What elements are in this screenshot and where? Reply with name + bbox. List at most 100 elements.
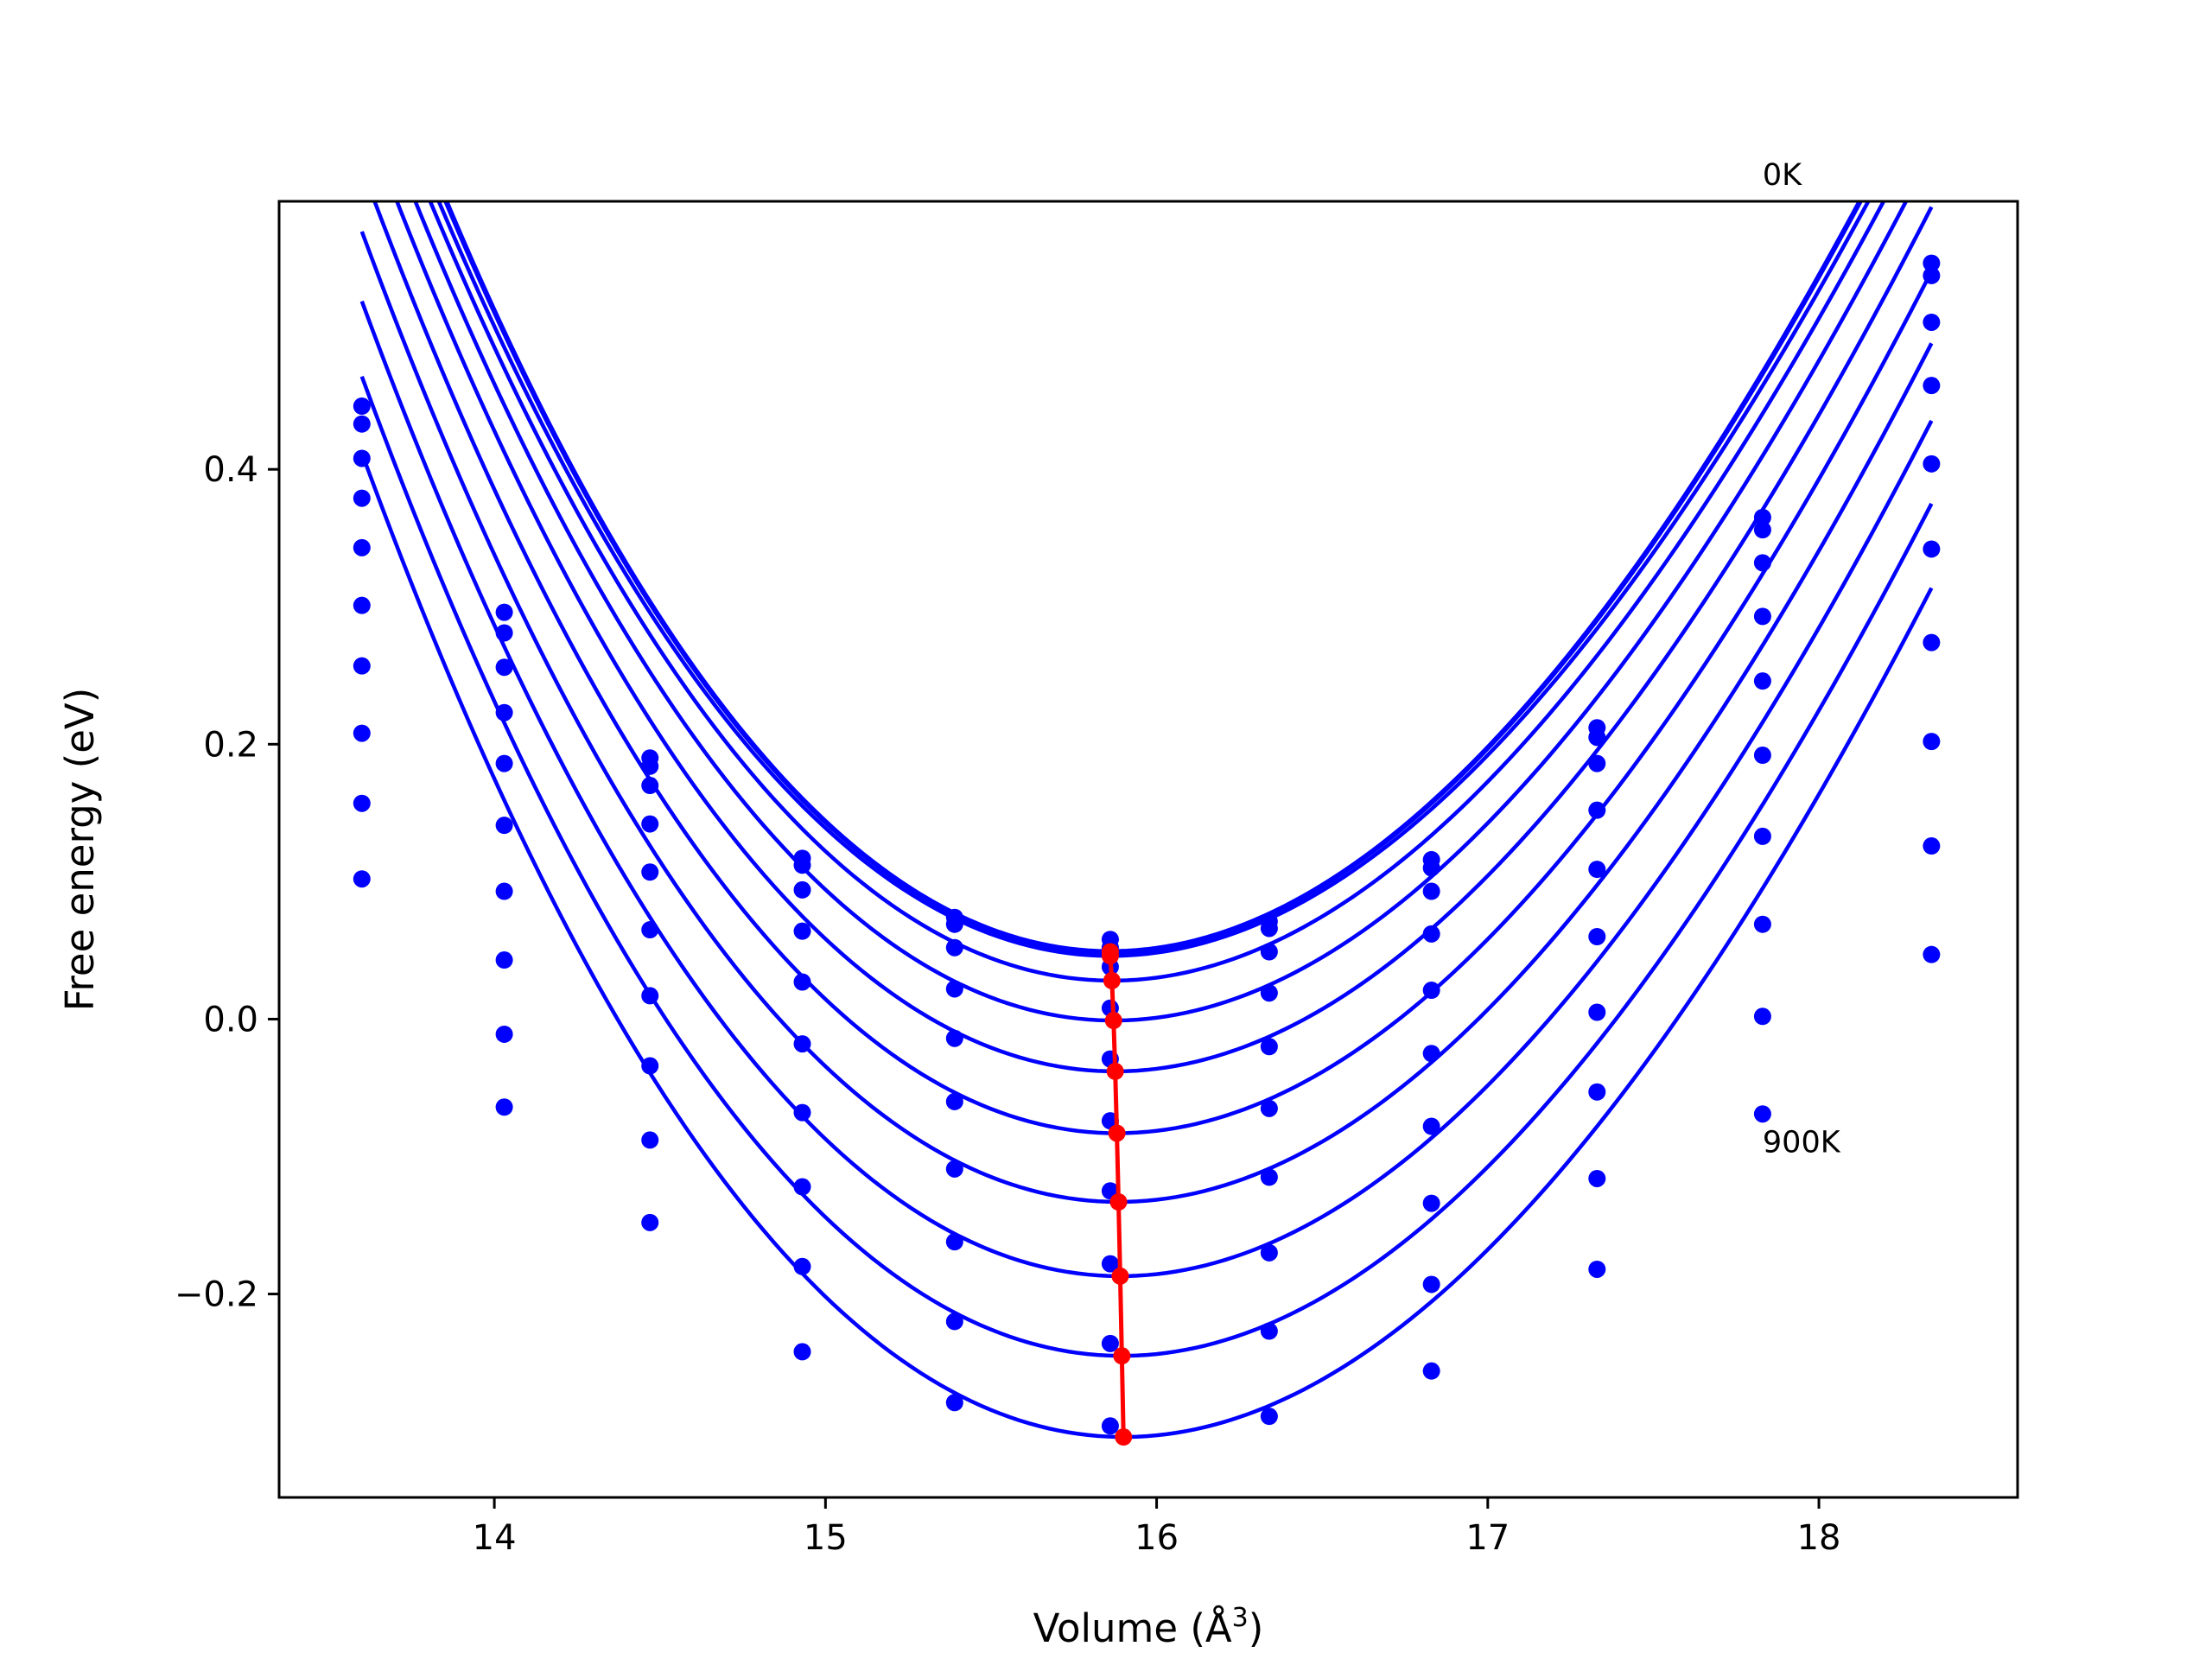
point-2-0 xyxy=(353,449,371,467)
point-8-1 xyxy=(495,1025,513,1043)
point-9-5 xyxy=(1101,1417,1119,1435)
point-7-10 xyxy=(1923,733,1941,751)
x-tick-label-0: 14 xyxy=(473,1518,517,1558)
point-1-9 xyxy=(1753,521,1771,539)
minimum-point-3 xyxy=(1104,1012,1122,1030)
point-9-1 xyxy=(495,1098,513,1116)
point-8-0 xyxy=(353,794,371,812)
point-5-0 xyxy=(353,596,371,614)
point-9-7 xyxy=(1422,1362,1440,1380)
plot-frame xyxy=(277,200,2019,1499)
point-5-9 xyxy=(1753,747,1771,765)
point-5-2 xyxy=(641,921,659,939)
point-9-2 xyxy=(641,1213,659,1231)
y-tick-label-3: 0.4 xyxy=(203,450,258,490)
point-3-0 xyxy=(353,489,371,507)
point-9-4 xyxy=(945,1394,963,1412)
point-8-2 xyxy=(641,1131,659,1149)
point-6-1 xyxy=(495,882,513,900)
minimum-point-8 xyxy=(1113,1347,1131,1365)
point-5-1 xyxy=(495,817,513,835)
point-2-3 xyxy=(793,880,811,899)
point-7-8 xyxy=(1588,1083,1606,1101)
point-1-10 xyxy=(1923,266,1941,284)
point-8-9 xyxy=(1753,1007,1771,1026)
point-4-6 xyxy=(1260,1038,1278,1056)
point-2-6 xyxy=(1260,943,1278,961)
point-1-7 xyxy=(1422,859,1440,877)
y-tick-label-2: 0.2 xyxy=(203,725,258,765)
curve-6 xyxy=(359,231,1934,1205)
minimum-trace xyxy=(1101,943,1133,1446)
point-6-7 xyxy=(1422,1117,1440,1135)
x-tick-label-2: 16 xyxy=(1135,1518,1179,1558)
point-3-10 xyxy=(1923,377,1941,395)
point-6-4 xyxy=(945,1160,963,1178)
point-4-0 xyxy=(353,538,371,556)
point-6-2 xyxy=(641,987,659,1005)
x-tick-label-3: 17 xyxy=(1465,1518,1510,1558)
fitted-curves xyxy=(359,201,1934,1440)
point-1-3 xyxy=(793,856,811,874)
point-7-5 xyxy=(1101,1255,1119,1273)
point-2-8 xyxy=(1588,754,1606,772)
curve-4 xyxy=(394,201,1934,1074)
data-points xyxy=(353,254,1941,1435)
point-9-6 xyxy=(1260,1408,1278,1426)
point-7-9 xyxy=(1753,915,1771,933)
point-1-0 xyxy=(353,415,371,433)
point-4-3 xyxy=(793,973,811,991)
point-8-4 xyxy=(945,1313,963,1331)
point-6-10 xyxy=(1923,633,1941,652)
y-tick-label-0: −0.2 xyxy=(175,1275,258,1315)
point-6-3 xyxy=(793,1103,811,1122)
curve-1 xyxy=(436,201,1871,958)
minimum-point-2 xyxy=(1103,971,1121,989)
x-tick-label-4: 18 xyxy=(1797,1518,1841,1558)
point-8-8 xyxy=(1588,1169,1606,1187)
point-2-4 xyxy=(945,938,963,957)
x-tick-label-1: 15 xyxy=(804,1518,848,1558)
point-3-4 xyxy=(945,980,963,998)
x-axis-ticks: 14 15 16 17 18 xyxy=(473,1497,1841,1558)
point-0-10 xyxy=(1923,254,1941,272)
point-4-8 xyxy=(1588,861,1606,879)
point-1-1 xyxy=(495,624,513,642)
minimum-line xyxy=(1108,951,1126,1438)
minimum-point-1 xyxy=(1101,947,1119,965)
y-tick-label-1: 0.0 xyxy=(203,1000,258,1039)
curve-9 xyxy=(359,452,1934,1440)
point-8-7 xyxy=(1422,1275,1440,1294)
minimum-point-6 xyxy=(1109,1193,1128,1211)
point-8-5 xyxy=(1101,1334,1119,1352)
point-8-3 xyxy=(793,1257,811,1275)
point-4-2 xyxy=(641,863,659,881)
curve-0 xyxy=(443,201,1864,955)
point-2-1 xyxy=(495,658,513,677)
point-0-1 xyxy=(495,603,513,621)
point-9-0 xyxy=(353,870,371,888)
point-6-6 xyxy=(1260,1168,1278,1186)
point-1-2 xyxy=(641,757,659,775)
point-3-3 xyxy=(793,922,811,940)
point-5-3 xyxy=(793,1035,811,1053)
point-4-4 xyxy=(945,1029,963,1047)
point-7-1 xyxy=(495,951,513,969)
curve-5 xyxy=(372,201,1934,1135)
y-axis-ticks: −0.2 0.0 0.2 0.4 xyxy=(175,450,279,1315)
point-1-6 xyxy=(1260,919,1278,938)
point-1-8 xyxy=(1588,728,1606,747)
minimum-point-5 xyxy=(1108,1124,1126,1142)
point-3-1 xyxy=(495,703,513,721)
point-2-10 xyxy=(1923,313,1941,331)
point-7-3 xyxy=(793,1178,811,1196)
point-5-6 xyxy=(1260,1099,1278,1117)
curve-3 xyxy=(413,201,1909,1023)
point-3-6 xyxy=(1260,984,1278,1002)
curve-8 xyxy=(359,375,1934,1358)
point-3-2 xyxy=(641,815,659,833)
point-5-8 xyxy=(1588,928,1606,946)
point-9-3 xyxy=(793,1343,811,1361)
curve-2 xyxy=(428,201,1886,983)
